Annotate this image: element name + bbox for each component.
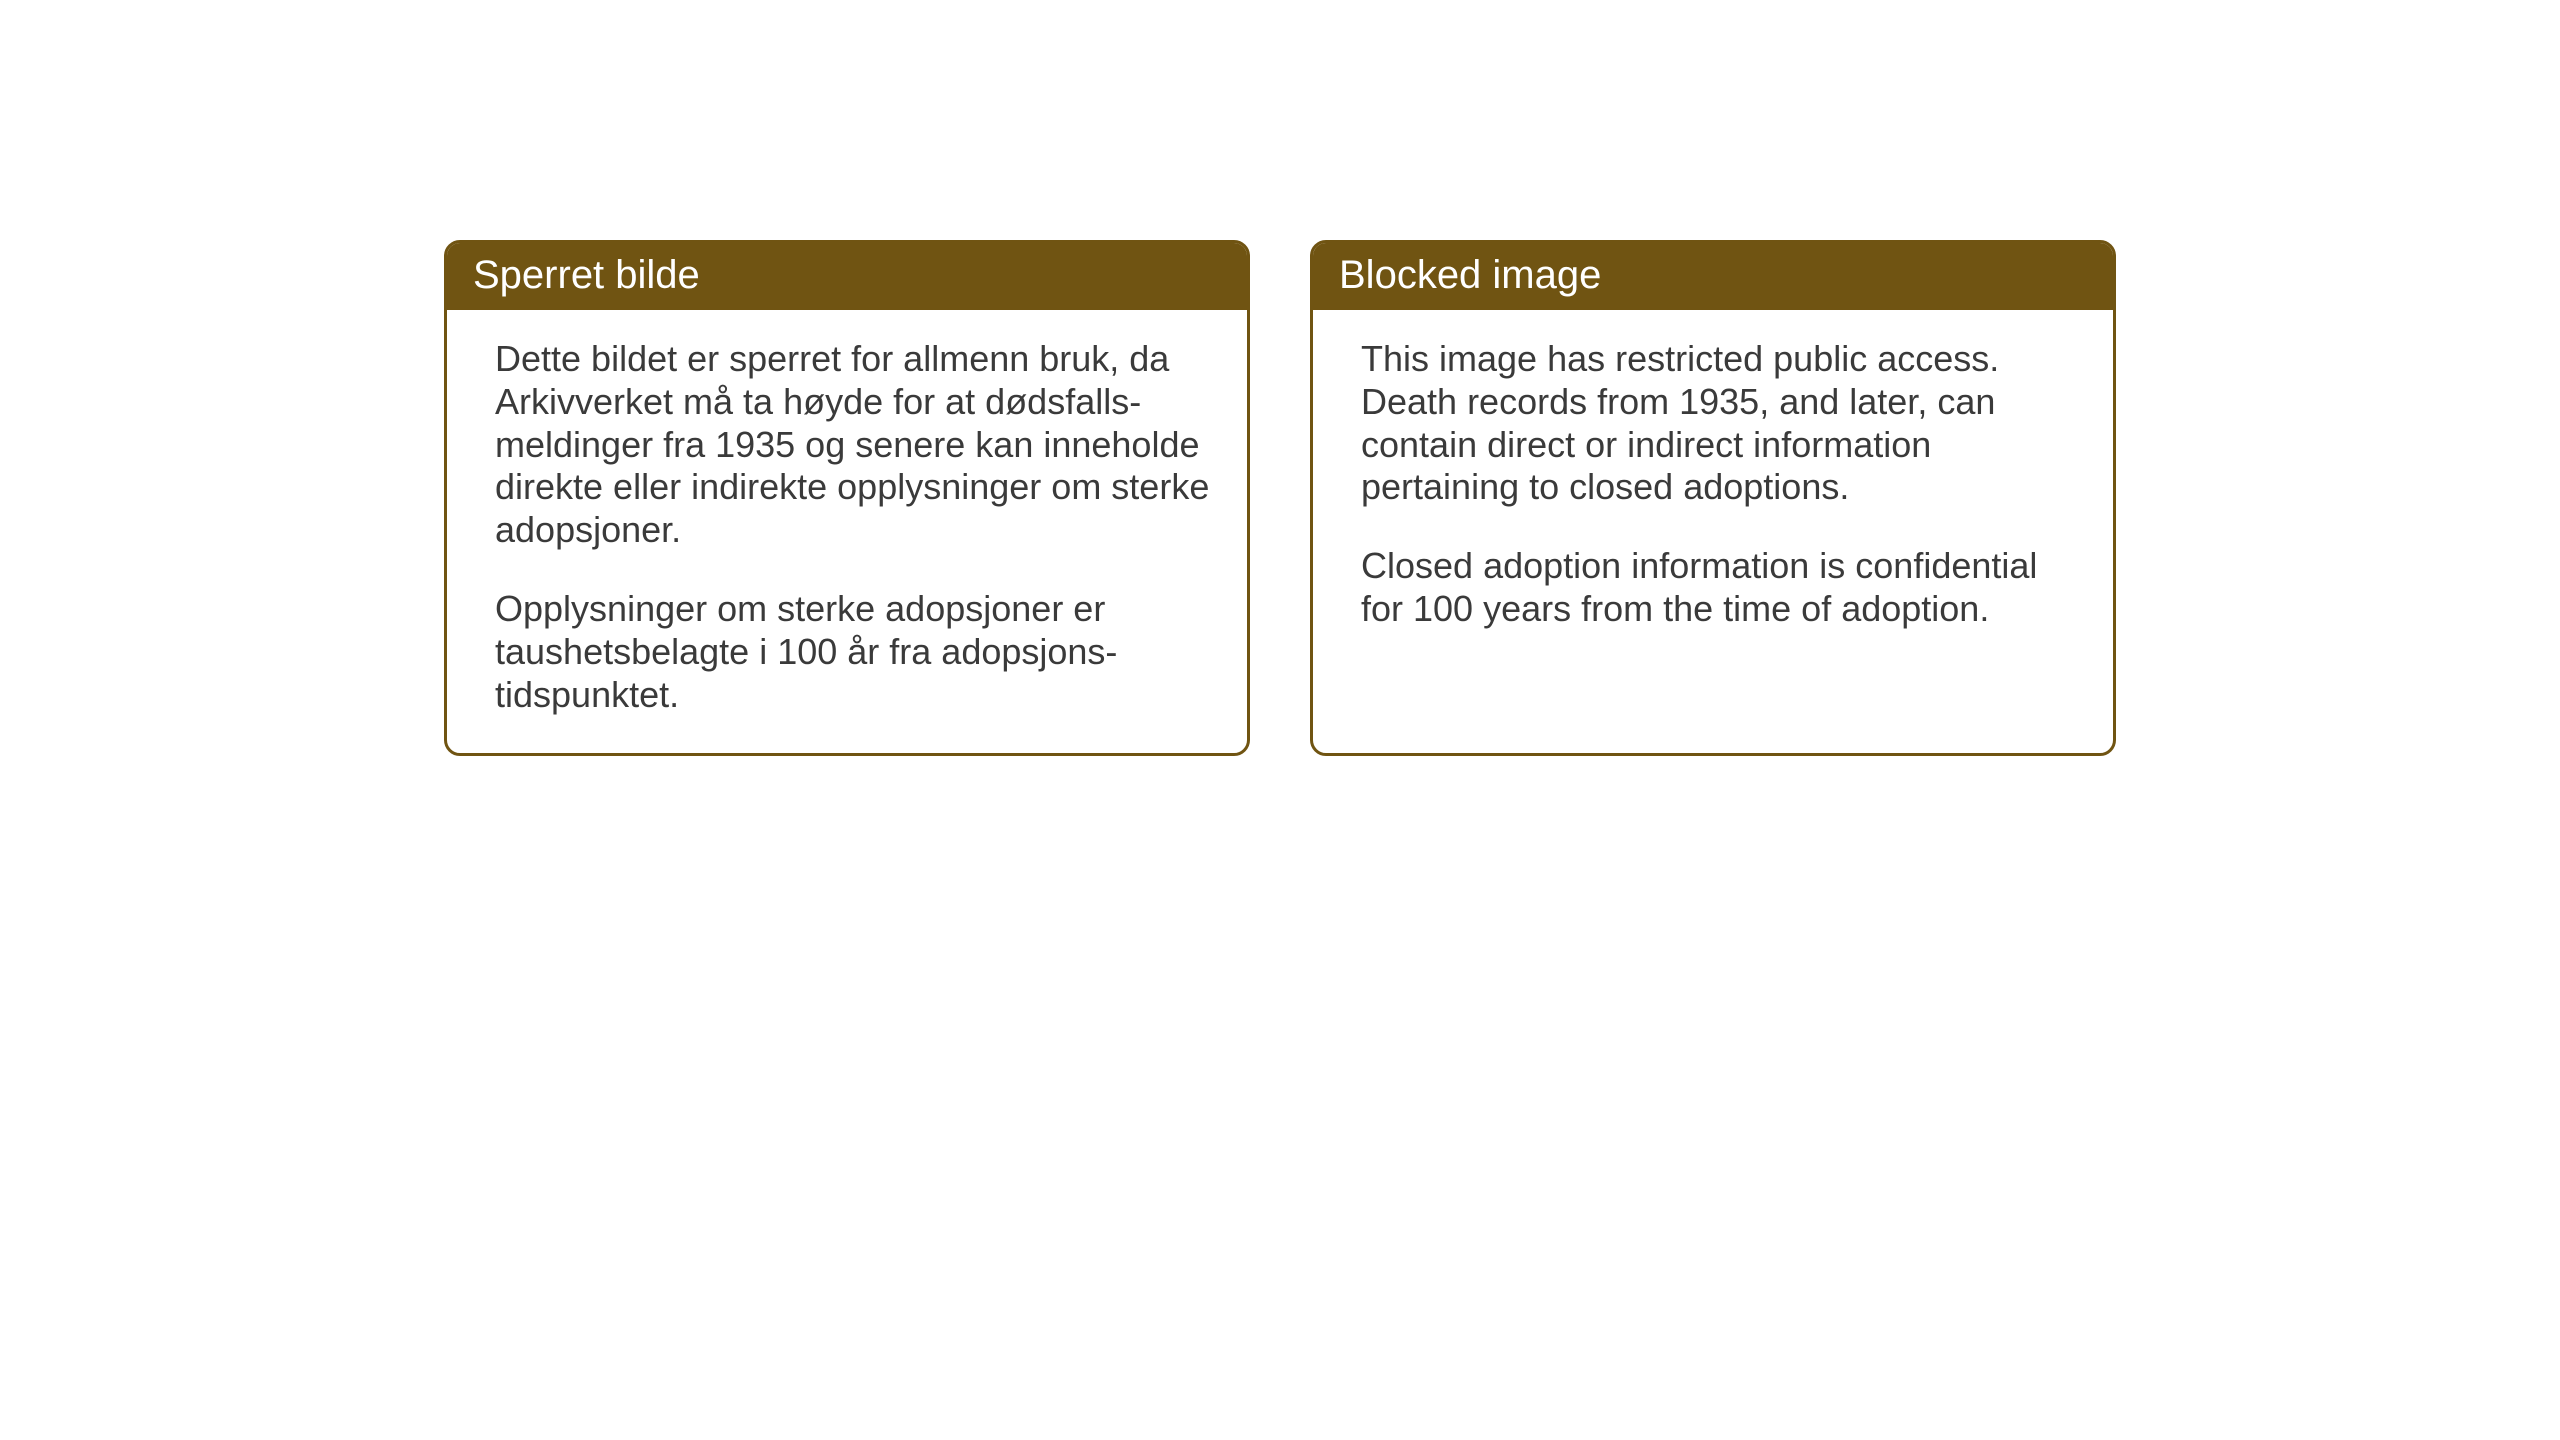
english-card-body: This image has restricted public access.… (1313, 310, 2113, 753)
norwegian-card: Sperret bilde Dette bildet er sperret fo… (444, 240, 1250, 756)
english-card-title: Blocked image (1313, 243, 2113, 310)
english-card: Blocked image This image has restricted … (1310, 240, 2116, 756)
english-paragraph-1: This image has restricted public access.… (1361, 338, 2077, 509)
norwegian-paragraph-2: Opplysninger om sterke adopsjoner er tau… (495, 588, 1211, 716)
english-paragraph-2: Closed adoption information is confident… (1361, 545, 2077, 631)
norwegian-card-body: Dette bildet er sperret for allmenn bruk… (447, 310, 1247, 753)
cards-container: Sperret bilde Dette bildet er sperret fo… (444, 240, 2116, 756)
norwegian-paragraph-1: Dette bildet er sperret for allmenn bruk… (495, 338, 1211, 552)
norwegian-card-title: Sperret bilde (447, 243, 1247, 310)
